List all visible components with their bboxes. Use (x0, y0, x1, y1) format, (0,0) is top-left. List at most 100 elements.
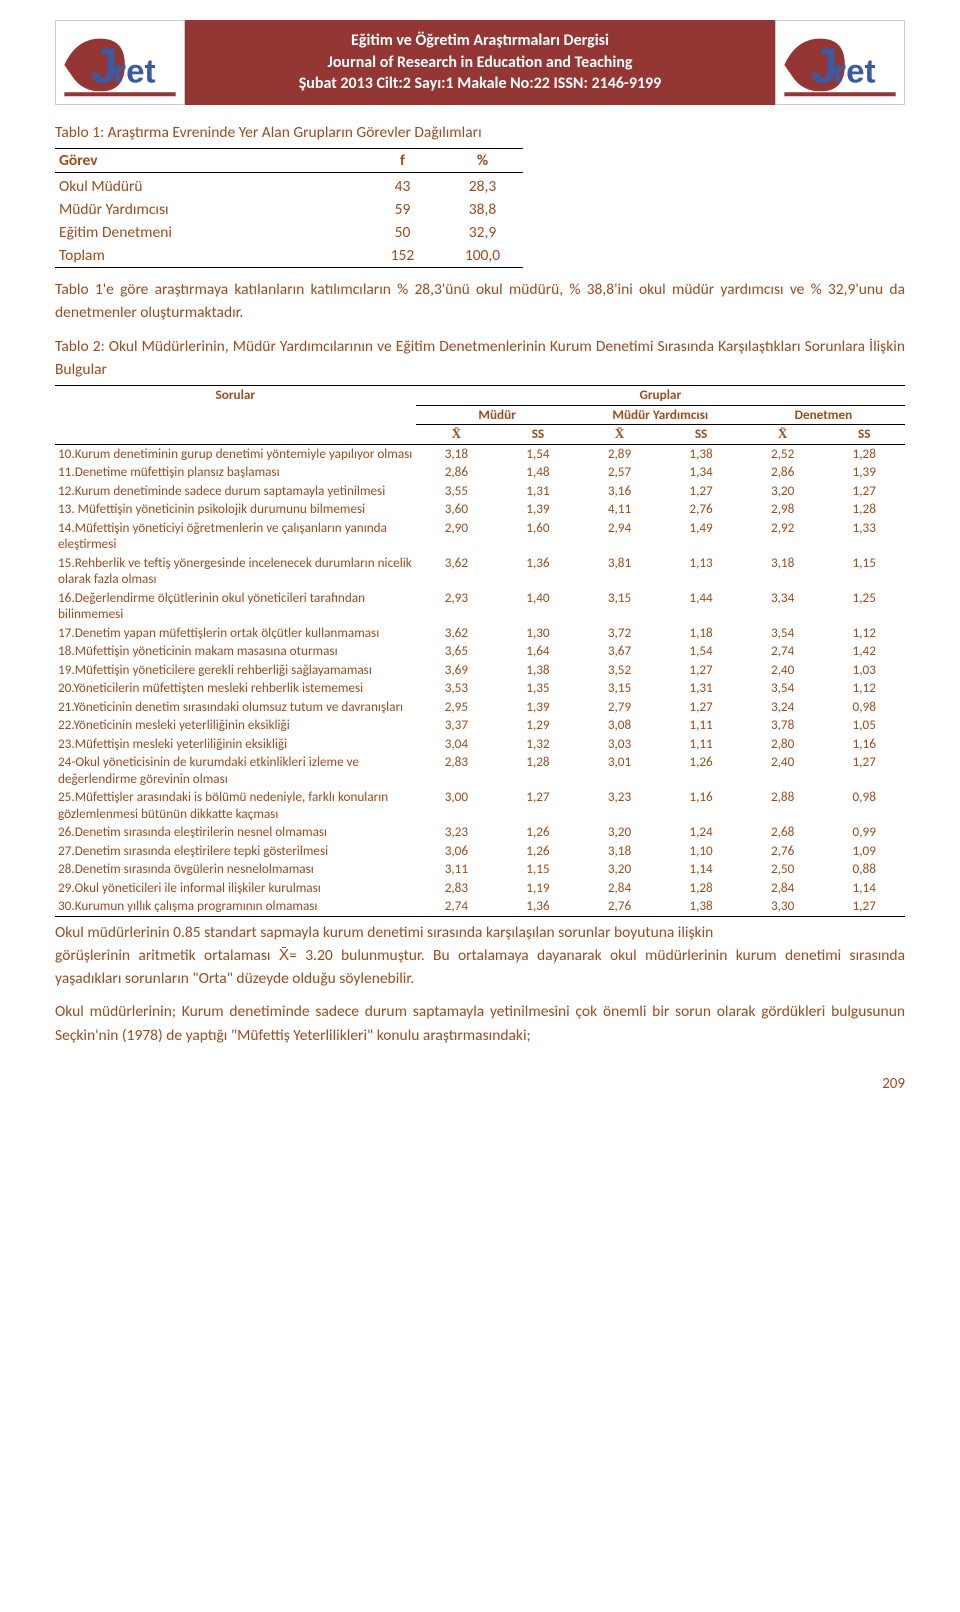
table1-header-row: Görev f % (55, 149, 523, 173)
gruplar-header: Gruplar (416, 386, 905, 406)
value-cell: 3,37 (416, 716, 498, 735)
value-cell: 2,92 (742, 519, 824, 554)
table-row: 14.Müfettişin yöneticiyi öğretmenlerin v… (55, 519, 905, 554)
question-cell: 11.Denetime müfettişin plansız başlaması (55, 463, 416, 482)
table-row: 21.Yöneticinin denetim sırasındaki olums… (55, 698, 905, 717)
stat-xbar: X̄ (742, 425, 824, 445)
value-cell: 1,27 (660, 482, 742, 501)
value-cell: 1,48 (497, 463, 579, 482)
value-cell: 1,38 (497, 661, 579, 680)
value-cell: 1,28 (823, 444, 905, 463)
journal-header: J ret Eğitim ve Öğretim Araştırmaları De… (55, 20, 905, 105)
table-row: 29.Okul yöneticileri ile informal ilişki… (55, 879, 905, 898)
value-cell: 0,98 (823, 788, 905, 823)
value-cell: 3,52 (579, 661, 661, 680)
value-cell: 1,33 (823, 519, 905, 554)
value-cell: 3,54 (742, 679, 824, 698)
value-cell: 3,04 (416, 735, 498, 754)
question-cell: 26.Denetim sırasında eleştirilerin nesne… (55, 823, 416, 842)
value-cell: 3,16 (579, 482, 661, 501)
value-cell: 1,12 (823, 679, 905, 698)
value-cell: 1,12 (823, 624, 905, 643)
value-cell: 1,39 (823, 463, 905, 482)
value-cell: 1,28 (497, 753, 579, 788)
value-cell: 3,01 (579, 753, 661, 788)
value-cell: 1,24 (660, 823, 742, 842)
value-cell: 1,54 (660, 642, 742, 661)
value-cell: 1,10 (660, 842, 742, 861)
table-row: 22.Yöneticinin mesleki yeterliliğinin ek… (55, 716, 905, 735)
value-cell: 2,94 (579, 519, 661, 554)
value-cell: 0,88 (823, 860, 905, 879)
value-cell: 1,27 (660, 698, 742, 717)
question-cell: 22.Yöneticinin mesleki yeterliliğinin ek… (55, 716, 416, 735)
value-cell: 2,76 (660, 500, 742, 519)
table1-caption: Tablo 1: Araştırma Evreninde Yer Alan Gr… (55, 123, 905, 142)
value-cell: 3,15 (579, 679, 661, 698)
value-cell: 3,60 (416, 500, 498, 519)
question-cell: 30.Kurumun yıllık çalışma programının ol… (55, 897, 416, 916)
value-cell: 3,65 (416, 642, 498, 661)
question-cell: 19.Müfettişin yöneticilere gerekli rehbe… (55, 661, 416, 680)
stat-ss: SS (823, 425, 905, 445)
question-cell: 25.Müfettişler arasındaki is bölümü nede… (55, 788, 416, 823)
svg-text:ret: ret (833, 54, 875, 91)
question-cell: 24-Okul yöneticisinin de kurumdaki etkin… (55, 753, 416, 788)
value-cell: 1,15 (497, 860, 579, 879)
value-cell: 3,72 (579, 624, 661, 643)
value-cell: 3,06 (416, 842, 498, 861)
value-cell: 2,83 (416, 753, 498, 788)
value-cell: 1,60 (497, 519, 579, 554)
value-cell: 1,36 (497, 897, 579, 916)
value-cell: 3,00 (416, 788, 498, 823)
value-cell: 3,15 (579, 589, 661, 624)
value-cell: 1,09 (823, 842, 905, 861)
cell-label: Müdür Yardımcısı (55, 198, 363, 221)
value-cell: 1,05 (823, 716, 905, 735)
table-row: 12.Kurum denetiminde sadece durum saptam… (55, 482, 905, 501)
value-cell: 1,27 (823, 482, 905, 501)
value-cell: 2,79 (579, 698, 661, 717)
paragraph-3: Okul müdürlerinin; Kurum denetiminde sad… (55, 1000, 905, 1047)
value-cell: 2,50 (742, 860, 824, 879)
question-cell: 28.Denetim sırasında övgülerin nesnelolm… (55, 860, 416, 879)
value-cell: 3,53 (416, 679, 498, 698)
header-titles: Eğitim ve Öğretim Araştırmaları Dergisi … (185, 20, 775, 105)
table-row: 20.Yöneticilerin müfettişten mesleki reh… (55, 679, 905, 698)
value-cell: 1,42 (823, 642, 905, 661)
logo-right: J ret (775, 20, 905, 105)
value-cell: 2,88 (742, 788, 824, 823)
value-cell: 2,40 (742, 753, 824, 788)
table-row: 17.Denetim yapan müfettişlerin ortak ölç… (55, 624, 905, 643)
value-cell: 3,67 (579, 642, 661, 661)
question-cell: 20.Yöneticilerin müfettişten mesleki reh… (55, 679, 416, 698)
value-cell: 3,69 (416, 661, 498, 680)
table-row: 25.Müfettişler arasındaki is bölümü nede… (55, 788, 905, 823)
value-cell: 3,20 (579, 823, 661, 842)
question-cell: 16.Değerlendirme ölçütlerinin okul yönet… (55, 589, 416, 624)
stat-ss: SS (497, 425, 579, 445)
journal-issue-info: Şubat 2013 Cilt:2 Sayı:1 Makale No:22 IS… (195, 73, 765, 95)
page-number: 209 (55, 1075, 905, 1093)
table-row: 11.Denetime müfettişin plansız başlaması… (55, 463, 905, 482)
value-cell: 2,57 (579, 463, 661, 482)
jret-logo-icon: J ret (776, 21, 904, 104)
cell-value: 100,0 (443, 244, 523, 268)
value-cell: 3,54 (742, 624, 824, 643)
value-cell: 1,27 (823, 897, 905, 916)
value-cell: 3,18 (416, 444, 498, 463)
value-cell: 1,16 (660, 788, 742, 823)
value-cell: 2,86 (742, 463, 824, 482)
value-cell: 1,30 (497, 624, 579, 643)
question-cell: 12.Kurum denetiminde sadece durum saptam… (55, 482, 416, 501)
logo-word: ret (113, 54, 155, 91)
question-cell: 13. Müfettişin yöneticinin psikolojik du… (55, 500, 416, 519)
value-cell: 1,11 (660, 735, 742, 754)
value-cell: 1,40 (497, 589, 579, 624)
value-cell: 1,16 (823, 735, 905, 754)
cell-value: 28,3 (443, 173, 523, 199)
value-cell: 1,18 (660, 624, 742, 643)
value-cell: 1,38 (660, 444, 742, 463)
value-cell: 1,27 (660, 661, 742, 680)
value-cell: 2,76 (742, 842, 824, 861)
